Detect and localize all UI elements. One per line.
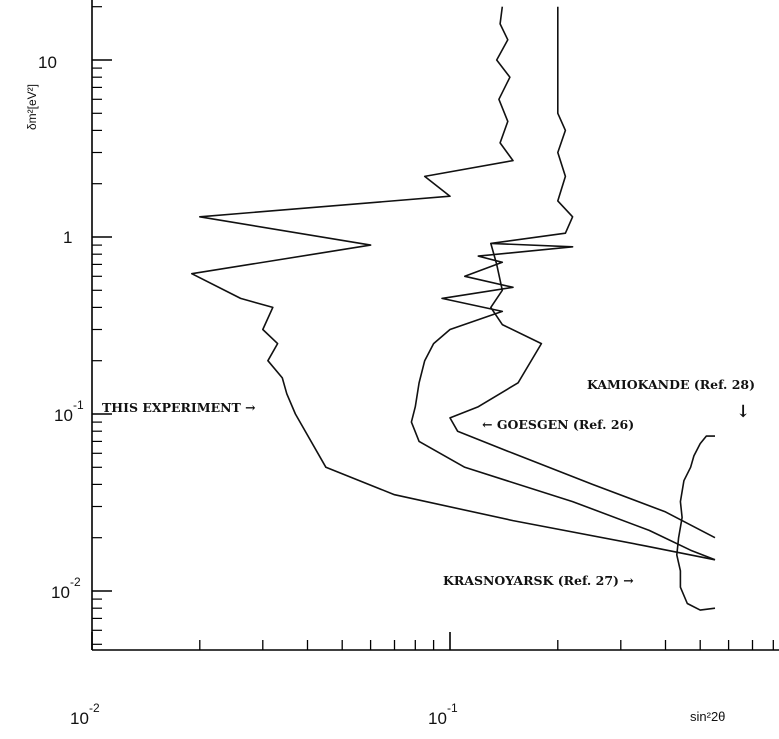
x-tick-label-0.01-base: 10 xyxy=(70,709,89,728)
curve-krasnoyarsk-ref-27 xyxy=(449,243,716,539)
x-ticks xyxy=(91,632,774,650)
series-layer xyxy=(191,6,716,611)
y-tick-label-0.01: 10 -2 xyxy=(51,575,81,602)
y-tick-label-0.01-base: 10 xyxy=(51,583,70,602)
annotation-krasnoyarsk: KRASNOYARSK (Ref. 27) → xyxy=(443,573,634,588)
annotation-kamiokande: KAMIOKANDE (Ref. 28) xyxy=(587,377,755,392)
y-tick-label-0.1: 10 -1 xyxy=(54,398,84,425)
annotation-goesgen: ← GOESGEN (Ref. 26) xyxy=(482,417,634,432)
curve-kamiokande-ref-28 xyxy=(676,435,716,611)
curve-this-experiment xyxy=(191,6,716,561)
annotation-this-experiment: THIS EXPERIMENT → xyxy=(102,400,256,415)
y-axis-label: δm²[eV²] xyxy=(25,84,39,130)
y-tick-label-0.1-exp: -1 xyxy=(73,398,84,412)
x-tick-label-0.01: 10 -2 xyxy=(70,701,100,728)
annotation-kamiokande-arrow: ↓ xyxy=(736,402,750,422)
y-tick-label-1: 1 xyxy=(63,228,72,247)
x-axis-label: sin²2θ xyxy=(690,709,725,724)
x-tick-label-0.1: 10 -1 xyxy=(428,701,458,728)
x-tick-label-0.01-exp: -2 xyxy=(89,701,100,715)
x-tick-label-0.1-exp: -1 xyxy=(447,701,458,715)
y-tick-label-10: 10 xyxy=(38,53,57,72)
x-tick-label-0.1-base: 10 xyxy=(428,709,447,728)
curve-goesgen-ref-26 xyxy=(410,6,716,561)
y-ticks xyxy=(92,6,112,645)
y-tick-label-0.1-base: 10 xyxy=(54,406,73,425)
y-tick-label-0.01-exp: -2 xyxy=(70,575,81,589)
